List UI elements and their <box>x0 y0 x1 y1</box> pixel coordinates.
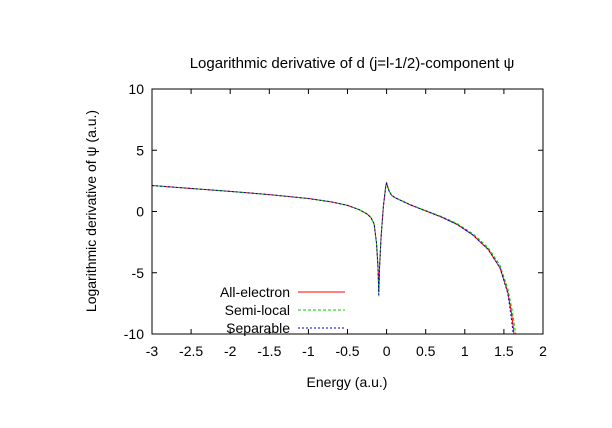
x-tick-label: -2.5 <box>179 343 203 359</box>
y-tick-label: -5 <box>132 265 145 281</box>
x-tick-label: -0.5 <box>335 343 359 359</box>
x-tick-label: -1.5 <box>257 343 281 359</box>
chart-title: Logarithmic derivative of d (j=l-1/2)-co… <box>190 55 515 72</box>
series-lines <box>152 180 517 334</box>
x-tick-label: -3 <box>146 343 159 359</box>
legend-label: All-electron <box>220 284 290 300</box>
legend-label: Separable <box>226 320 290 336</box>
x-tick-label: 1 <box>461 343 469 359</box>
x-axis-label: Energy (a.u.) <box>307 374 388 390</box>
y-tick-label: 10 <box>128 81 144 97</box>
series-line-separable <box>152 181 514 334</box>
plot-frame <box>151 88 544 335</box>
series-line-all-electron <box>152 181 515 334</box>
axis-ticks: -3 -2.5 -2 -1.5 -1 -0.5 0 0.5 1 1.5 2 -10 -5 0 5 10 <box>124 81 547 359</box>
x-tick-label: -1 <box>302 343 315 359</box>
legend: All-electron Semi-local Separable <box>220 284 345 336</box>
y-tick-label: -10 <box>124 326 144 342</box>
x-tick-label: 0 <box>383 343 391 359</box>
series-line-semi-local <box>152 180 517 334</box>
x-tick-label: 0.5 <box>416 343 436 359</box>
legend-label: Semi-local <box>225 302 290 318</box>
x-tick-label: 1.5 <box>494 343 514 359</box>
y-tick-label: 0 <box>136 204 144 220</box>
x-tick-label: -2 <box>224 343 237 359</box>
y-axis-label: Logarithmic derivative of ψ (a.u.) <box>83 110 99 312</box>
x-tick-label: 2 <box>539 343 547 359</box>
y-tick-label: 5 <box>136 142 144 158</box>
